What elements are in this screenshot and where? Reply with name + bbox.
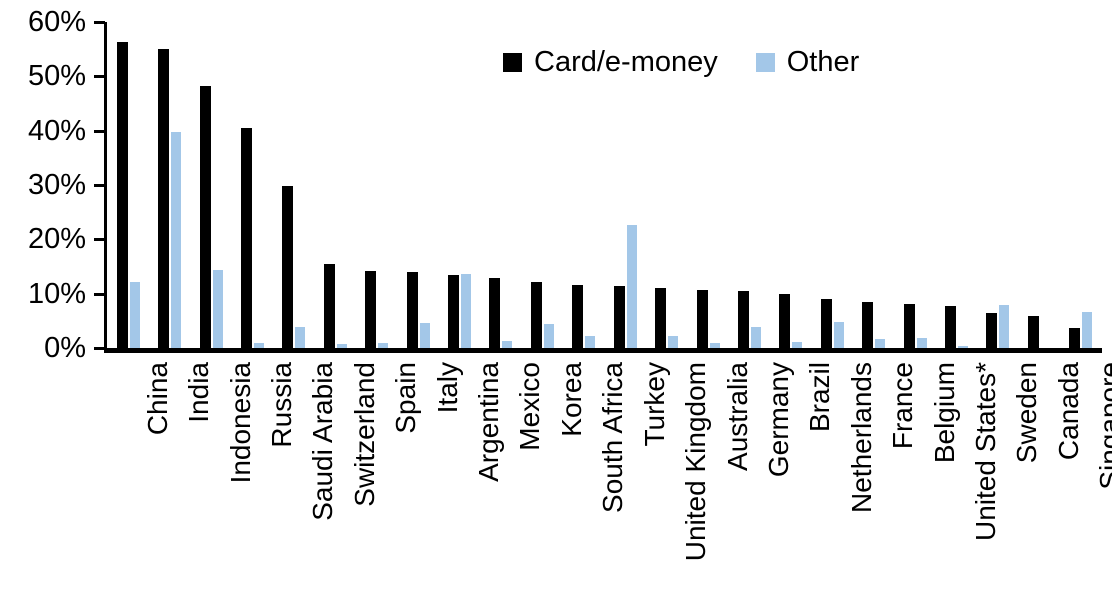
bar-other	[875, 339, 886, 348]
x-axis-line	[104, 348, 1102, 353]
y-axis-tick	[94, 21, 105, 24]
bar-card-e-money	[282, 186, 294, 348]
x-axis-label: China	[141, 362, 173, 436]
bar-card-e-money	[240, 128, 252, 348]
bar-card-e-money	[406, 272, 418, 348]
bar-other	[212, 270, 223, 348]
x-axis-label: France	[887, 362, 919, 450]
y-axis-tick	[94, 238, 105, 242]
bar-card-e-money	[862, 302, 874, 348]
x-axis-label: United Kingdom	[680, 362, 712, 562]
bar-card-e-money	[572, 285, 584, 348]
bar-other	[336, 344, 347, 348]
bar-card-e-money	[986, 313, 998, 348]
bar-card-e-money	[199, 86, 211, 348]
bar-other	[668, 336, 679, 348]
bar-card-e-money	[737, 291, 749, 348]
bar-other	[461, 274, 472, 348]
x-axis-label: Australia	[721, 362, 753, 471]
y-axis-tick-label: 60%	[27, 6, 86, 38]
bar-card-e-money	[323, 264, 335, 348]
bar-card-e-money	[903, 304, 915, 348]
legend-label-card-e-money: Card/e-money	[534, 46, 718, 78]
x-axis-label: United States*	[970, 362, 1002, 541]
bar-other	[626, 225, 637, 348]
bar-other	[129, 282, 140, 348]
bar-card-e-money	[779, 294, 791, 348]
x-axis-label: Russia	[265, 362, 297, 448]
bar-card-e-money	[655, 288, 667, 348]
y-axis-tick	[94, 75, 105, 79]
bar-card-e-money	[945, 306, 957, 348]
bar-card-e-money	[1069, 328, 1081, 348]
bar-card-e-money	[365, 271, 377, 348]
y-axis-tick-label: 30%	[27, 169, 86, 201]
legend-swatch-card-e-money	[503, 52, 522, 72]
x-axis-label: Brazil	[804, 362, 836, 433]
bar-card-e-money	[448, 275, 460, 348]
x-axis-label: Korea	[555, 362, 587, 437]
bar-other	[253, 343, 264, 348]
bar-other	[750, 327, 761, 348]
bar-other	[378, 343, 389, 348]
bar-other	[1082, 312, 1093, 348]
x-axis-label: Canada	[1052, 362, 1084, 461]
y-axis-tick-label: 50%	[27, 60, 86, 93]
bar-other	[543, 324, 554, 348]
bar-other	[295, 327, 306, 348]
bar-other	[709, 343, 720, 348]
y-axis-tick-label: 20%	[27, 223, 86, 256]
y-axis-tick	[94, 292, 105, 296]
bar-card-e-money	[696, 290, 708, 348]
x-axis-label: Italy	[431, 362, 463, 414]
bar-other	[585, 336, 596, 348]
x-axis-label: Netherlands	[845, 362, 877, 513]
x-axis-label: Sweden	[1011, 362, 1043, 464]
legend-label-other: Other	[786, 46, 860, 78]
bar-card-e-money	[613, 286, 625, 348]
bar-card-e-money	[530, 282, 542, 348]
bar-other	[792, 342, 803, 348]
x-axis-label: South Africa	[597, 362, 629, 513]
bar-card-e-money	[116, 42, 128, 348]
x-axis-label: India	[183, 362, 215, 423]
x-axis-label: Germany	[762, 362, 794, 478]
bar-other	[502, 341, 513, 348]
bar-other	[419, 323, 430, 348]
chart-legend: Card/e-money Other	[503, 44, 859, 80]
bar-other	[999, 305, 1010, 348]
bar-card-e-money	[489, 278, 501, 348]
x-axis-label: Argentina	[473, 362, 505, 482]
bar-other	[916, 338, 927, 348]
x-axis-label: Spain	[390, 362, 422, 434]
y-axis-tick	[94, 129, 105, 133]
x-axis-label: Indonesia	[224, 362, 256, 484]
bar-card-e-money	[1027, 316, 1039, 348]
y-axis-tick-label: 10%	[27, 277, 86, 310]
x-axis-label: Saudi Arabia	[307, 362, 339, 521]
bar-other	[171, 132, 182, 348]
y-axis-tick	[94, 347, 105, 350]
y-axis-tick-label: 0%	[44, 332, 86, 364]
x-axis-label: Turkey	[638, 362, 670, 447]
y-axis-line	[104, 22, 107, 352]
y-axis-tick-label: 40%	[27, 114, 86, 147]
legend-swatch-other	[755, 52, 775, 72]
x-axis-label: Switzerland	[348, 362, 380, 507]
bar-other	[958, 346, 969, 348]
x-axis-label: Mexico	[514, 362, 546, 451]
bar-card-e-money	[158, 49, 170, 348]
bar-card-e-money	[820, 299, 832, 348]
bar-other	[833, 322, 844, 348]
y-axis-tick	[94, 184, 105, 187]
x-axis-label: Belgium	[928, 362, 960, 464]
x-axis-label: Singapore	[1094, 362, 1112, 490]
